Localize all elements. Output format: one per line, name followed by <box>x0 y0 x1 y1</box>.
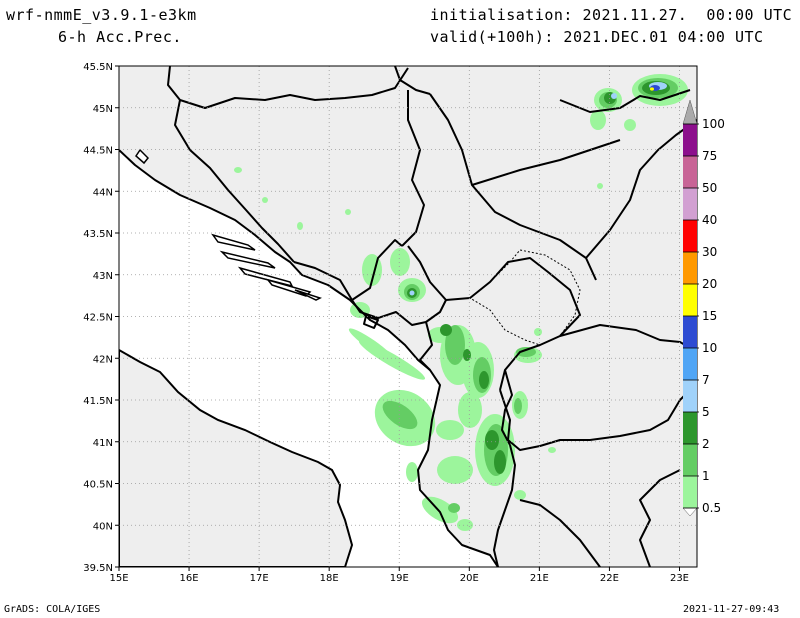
lat-label: 44.5N <box>83 146 113 157</box>
colorbar-segment <box>683 444 697 476</box>
colorbar-segment <box>683 220 697 252</box>
colorbar-label: 2 <box>702 437 710 451</box>
colorbar-label: 40 <box>702 213 717 227</box>
lat-label: 40N <box>93 521 113 532</box>
grads-credit: GrADS: COLA/IGES <box>4 604 101 615</box>
lon-label: 23E <box>670 573 689 584</box>
initialisation-time: initialisation: 2021.11.27. 00:00 UTC <box>430 6 793 24</box>
colorbar-label: 0.5 <box>702 501 721 515</box>
colorbar-label: 75 <box>702 149 717 163</box>
lat-label: 43N <box>93 271 113 282</box>
colorbar-segment <box>683 316 697 348</box>
lon-label: 22E <box>600 573 619 584</box>
lat-label: 44N <box>93 187 113 198</box>
valid-time: valid(+100h): 2021.DEC.01 04:00 UTC <box>430 28 764 46</box>
longitude-labels: 15E 16E 17E 18E 19E 20E 21E 22E 23E <box>109 573 689 584</box>
lon-label: 19E <box>390 573 409 584</box>
lat-label: 43.5N <box>83 229 113 240</box>
lon-label: 20E <box>460 573 479 584</box>
lat-label: 39.5N <box>83 563 113 574</box>
model-title: wrf-nmmE_v3.9.1-e3km <box>6 6 197 24</box>
colorbar-segment <box>683 380 697 412</box>
field-title: 6-h Acc.Prec. <box>58 28 182 46</box>
colorbar-label: 100 <box>702 117 725 131</box>
colorbar-segment <box>683 476 697 508</box>
timestamp: 2021-11-27-09:43 <box>683 604 780 615</box>
colorbar-label: 15 <box>702 309 717 323</box>
colorbar-label: 10 <box>702 341 717 355</box>
colorbar-segment <box>683 284 697 316</box>
colorbar-label: 30 <box>702 245 717 259</box>
lon-label: 16E <box>180 573 199 584</box>
lon-label: 18E <box>320 573 339 584</box>
latitude-labels: 39.5N 40N 40.5N 41N 41.5N 42N 42.5N 43N 43.5N 44N… <box>83 62 113 574</box>
lon-label: 15E <box>109 573 128 584</box>
colorbar-label: 1 <box>702 469 710 483</box>
colorbar-segment <box>683 252 697 284</box>
lat-label: 41N <box>93 438 113 449</box>
colorbar-segment <box>683 348 697 380</box>
colorbar-segment <box>683 188 697 220</box>
lat-label: 45.5N <box>83 62 113 73</box>
lat-label: 45N <box>93 104 113 115</box>
colorbar-label: 7 <box>702 373 710 387</box>
colorbar-label: 20 <box>702 277 717 291</box>
islands <box>135 148 322 301</box>
lat-label: 40.5N <box>83 480 113 491</box>
italy-land <box>119 348 354 567</box>
color-legend: 0.5 1 2 5 7 10 15 20 30 40 50 75 100 <box>682 99 725 517</box>
lat-label: 42N <box>93 354 113 365</box>
graticule <box>115 65 697 571</box>
colorbar-label: 50 <box>702 181 717 195</box>
kosovo-border <box>469 249 581 346</box>
lon-label: 21E <box>530 573 549 584</box>
colorbar-label: 5 <box>702 405 710 419</box>
colorbar-segment <box>683 412 697 444</box>
lon-label: 17E <box>250 573 269 584</box>
colorbar-segment <box>683 156 697 188</box>
lat-label: 42.5N <box>83 313 113 324</box>
colorbar-segment <box>683 124 697 156</box>
lat-label: 41.5N <box>83 396 113 407</box>
